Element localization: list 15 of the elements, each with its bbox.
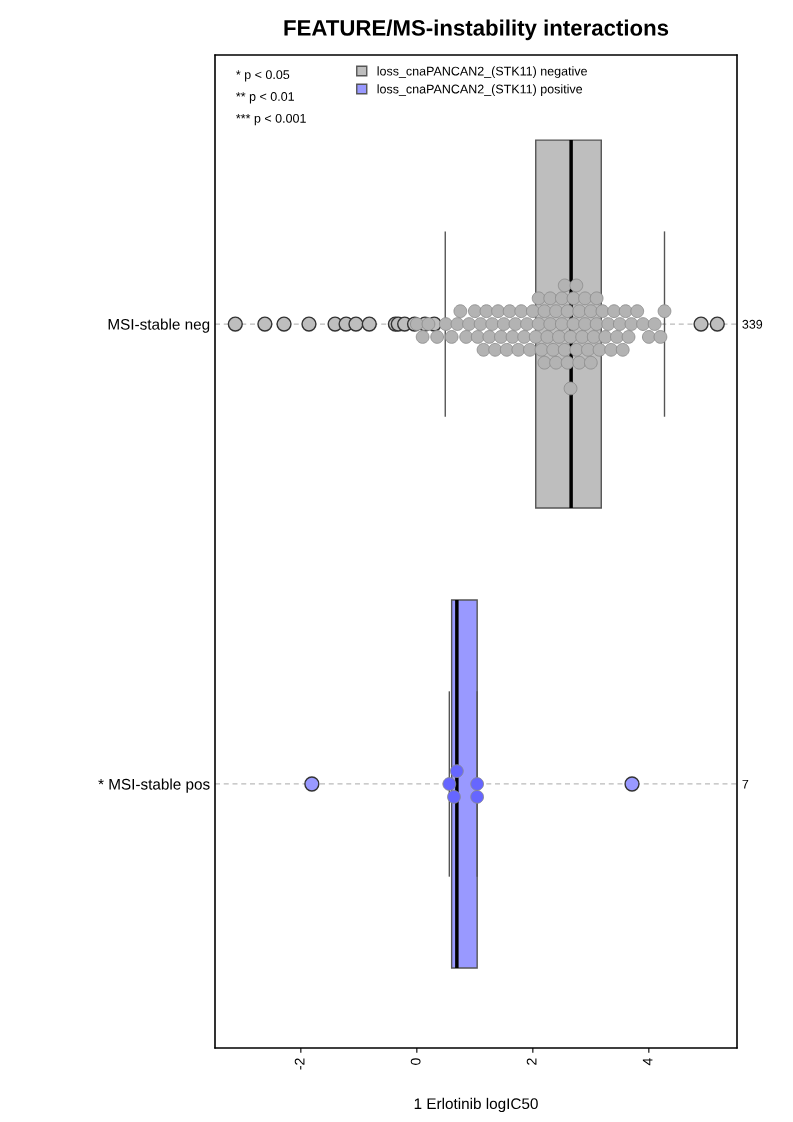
y2-tick-label: 339 [742, 319, 763, 329]
x-tick-label: 4 [642, 1058, 653, 1066]
chart-title: FEATURE/MS-instability interactions [284, 19, 669, 41]
x-axis-title: 1 Erlotinib logIC50 [414, 1097, 538, 1113]
x-tick-label: -2 [294, 1058, 305, 1070]
y-tick-label: * MSI-stable pos [98, 778, 210, 793]
y2-tick-label: 7 [742, 779, 749, 789]
y-tick-label: MSI-stable neg [108, 318, 210, 333]
x-tick-label: 0 [410, 1058, 421, 1065]
annotation: *** p < 0.001 [236, 113, 306, 126]
x-tick-label: 2 [526, 1058, 537, 1065]
legend-label: loss_cnaPANCAN2_(STK11) negative [377, 66, 587, 78]
legend-label: loss_cnaPANCAN2_(STK11) positive [377, 84, 583, 96]
annotation: * p < 0.05 [236, 70, 290, 82]
annotation: ** p < 0.01 [236, 92, 294, 104]
